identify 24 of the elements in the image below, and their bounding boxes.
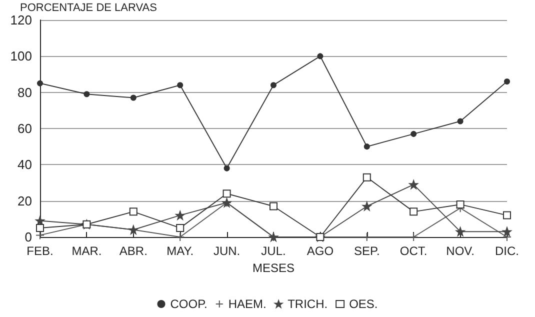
legend-label: TRICH. [288, 297, 328, 311]
y-tick-label: 40 [18, 157, 32, 172]
y-tick-label: 100 [10, 48, 32, 64]
x-tick-label: MAY. [166, 244, 194, 258]
y-axis-title: PORCENTAJE DE LARVAS [20, 2, 157, 14]
x-tick-label: SEP. [354, 244, 380, 258]
legend-label: HAEM. [228, 297, 266, 311]
x-axis-title: MESES [252, 260, 295, 275]
legend-label: OES. [349, 297, 378, 311]
y-tick-label: 60 [18, 121, 32, 136]
y-tick-label: 20 [18, 193, 32, 208]
y-tick-label: 0 [24, 230, 32, 244]
y-tick-label: 80 [18, 84, 32, 100]
x-tick-label: DIC. [495, 244, 519, 258]
x-tick-label: MAR. [72, 244, 102, 258]
x-tick-label: JUN. [213, 244, 240, 258]
x-tick-label: NOV. [446, 244, 474, 258]
x-tick-label: FEB. [26, 244, 54, 258]
x-tick-label: JUL. [261, 244, 286, 258]
y-tick-label: 120 [10, 12, 32, 28]
legend-label: COOP. [170, 297, 208, 311]
x-tick-label: ABR. [119, 244, 148, 258]
x-tick-label: OCT. [400, 244, 428, 258]
x-tick-label: AGO [306, 244, 334, 258]
